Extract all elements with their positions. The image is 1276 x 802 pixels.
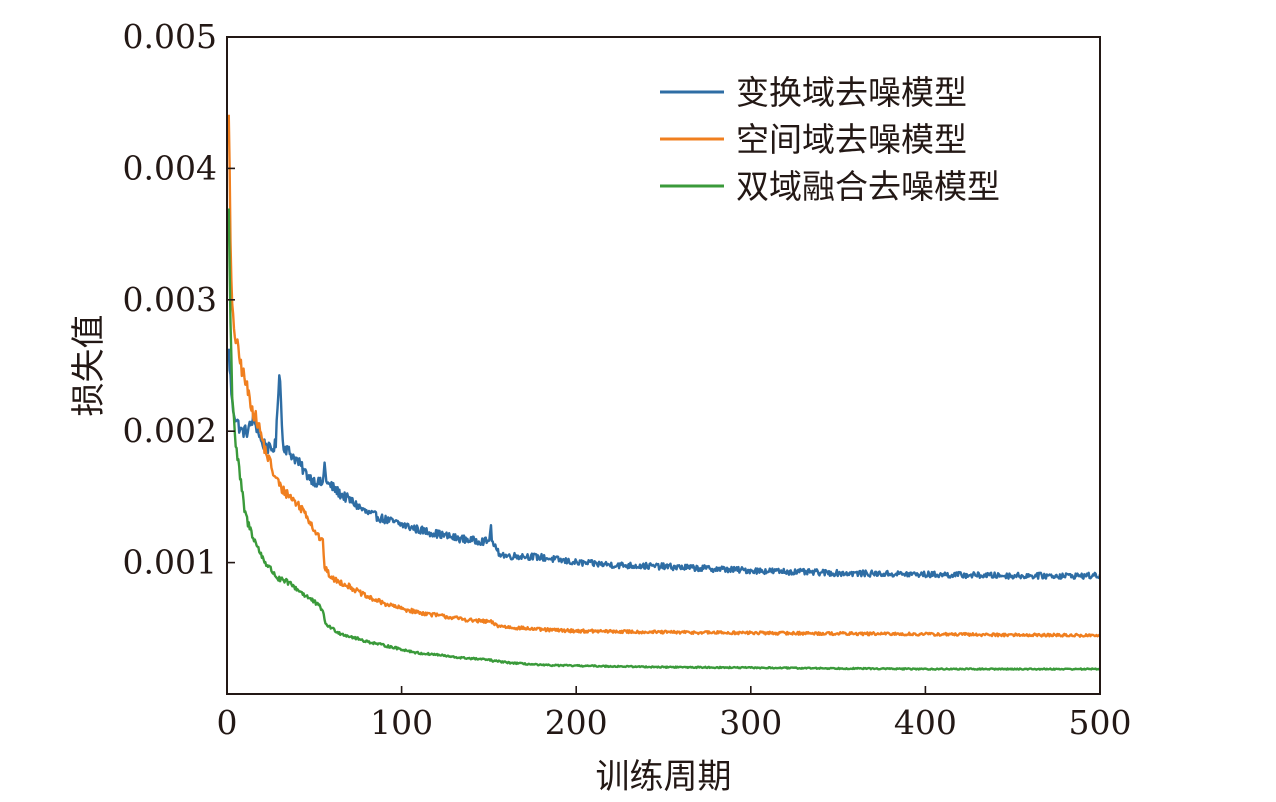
legend-label-dual-domain: 双域融合去噪模型 <box>736 167 1000 206</box>
y-tick-label: 0.004 <box>123 148 217 187</box>
y-axis-title: 损失值 <box>69 315 109 417</box>
x-tick-label: 300 <box>719 703 782 742</box>
legend-label-spatial-domain: 空间域去噪模型 <box>736 120 967 159</box>
plot-frame <box>226 36 1101 695</box>
y-tick-label: 0.003 <box>123 280 217 319</box>
series-line-spatial-domain <box>227 114 1100 638</box>
x-tick-label: 500 <box>1069 703 1132 742</box>
y-tick-label: 0.005 <box>123 17 217 56</box>
x-tick-label: 100 <box>370 703 433 742</box>
x-axis-title: 训练周期 <box>596 757 732 797</box>
x-tick-label: 400 <box>894 703 957 742</box>
series-line-transform-domain <box>227 348 1100 580</box>
y-tick-label: 0.001 <box>123 543 217 582</box>
y-axis: 0.001 0.002 0.003 0.004 0.005 <box>123 17 235 582</box>
x-tick-label: 200 <box>545 703 608 742</box>
x-axis: 0 100 200 300 400 500 <box>217 686 1132 742</box>
series-line-dual-domain <box>227 208 1100 671</box>
legend-label-transform-domain: 变换域去噪模型 <box>736 73 967 112</box>
x-tick-label: 0 <box>217 703 238 742</box>
series-layer <box>227 114 1100 671</box>
y-tick-label: 0.002 <box>123 411 217 450</box>
